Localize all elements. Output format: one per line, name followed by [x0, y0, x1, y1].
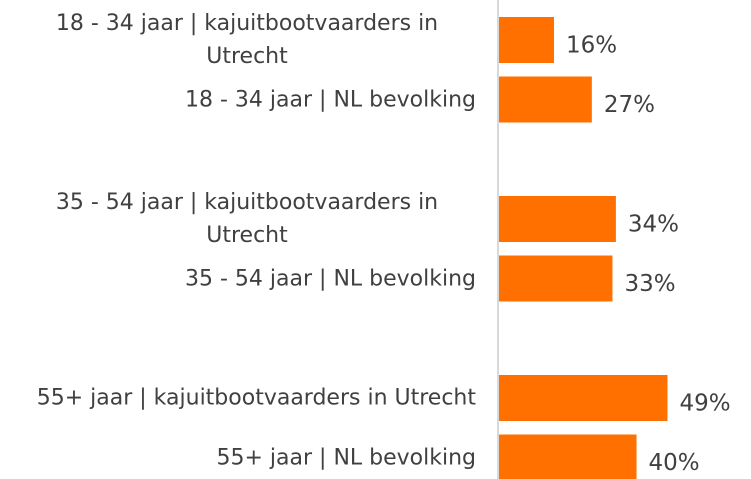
category-label: 55+ jaar | kajuitbootvaarders in Utrecht [36, 385, 476, 411]
value-label: 49% [679, 391, 730, 417]
category-label-box: 55+ jaar | NL bevolking [0, 441, 477, 474]
category-label-box: 18 - 34 jaar | NL bevolking [0, 83, 476, 116]
bar [499, 375, 668, 421]
category-label: 55+ jaar | NL bevolking [216, 445, 477, 470]
category-label-box: 35 - 54 jaar | NL bevolking [0, 262, 476, 295]
bar [499, 255, 613, 302]
value-label: 27% [604, 92, 655, 118]
category-label-box: 18 - 34 jaar | kajuitbootvaarders in Utr… [0, 7, 476, 73]
value-label: 40% [649, 450, 700, 476]
value-label: 16% [566, 33, 617, 59]
value-label: 33% [624, 271, 675, 297]
bar [499, 434, 637, 479]
value-label: 34% [628, 212, 679, 238]
category-label-box: 35 - 54 jaar | kajuitbootvaarders in Utr… [0, 186, 476, 252]
category-label: 18 - 34 jaar | kajuitbootvaarders in Utr… [55, 11, 439, 69]
category-label: 18 - 34 jaar | NL bevolking [185, 87, 476, 112]
category-label: 35 - 54 jaar | NL bevolking [185, 266, 476, 291]
category-label-box: 55+ jaar | kajuitbootvaarders in Utrecht [0, 382, 476, 415]
category-label: 35 - 54 jaar | kajuitbootvaarders in Utr… [55, 190, 439, 248]
bar [499, 196, 616, 242]
bar [499, 76, 592, 123]
bar [499, 17, 555, 63]
